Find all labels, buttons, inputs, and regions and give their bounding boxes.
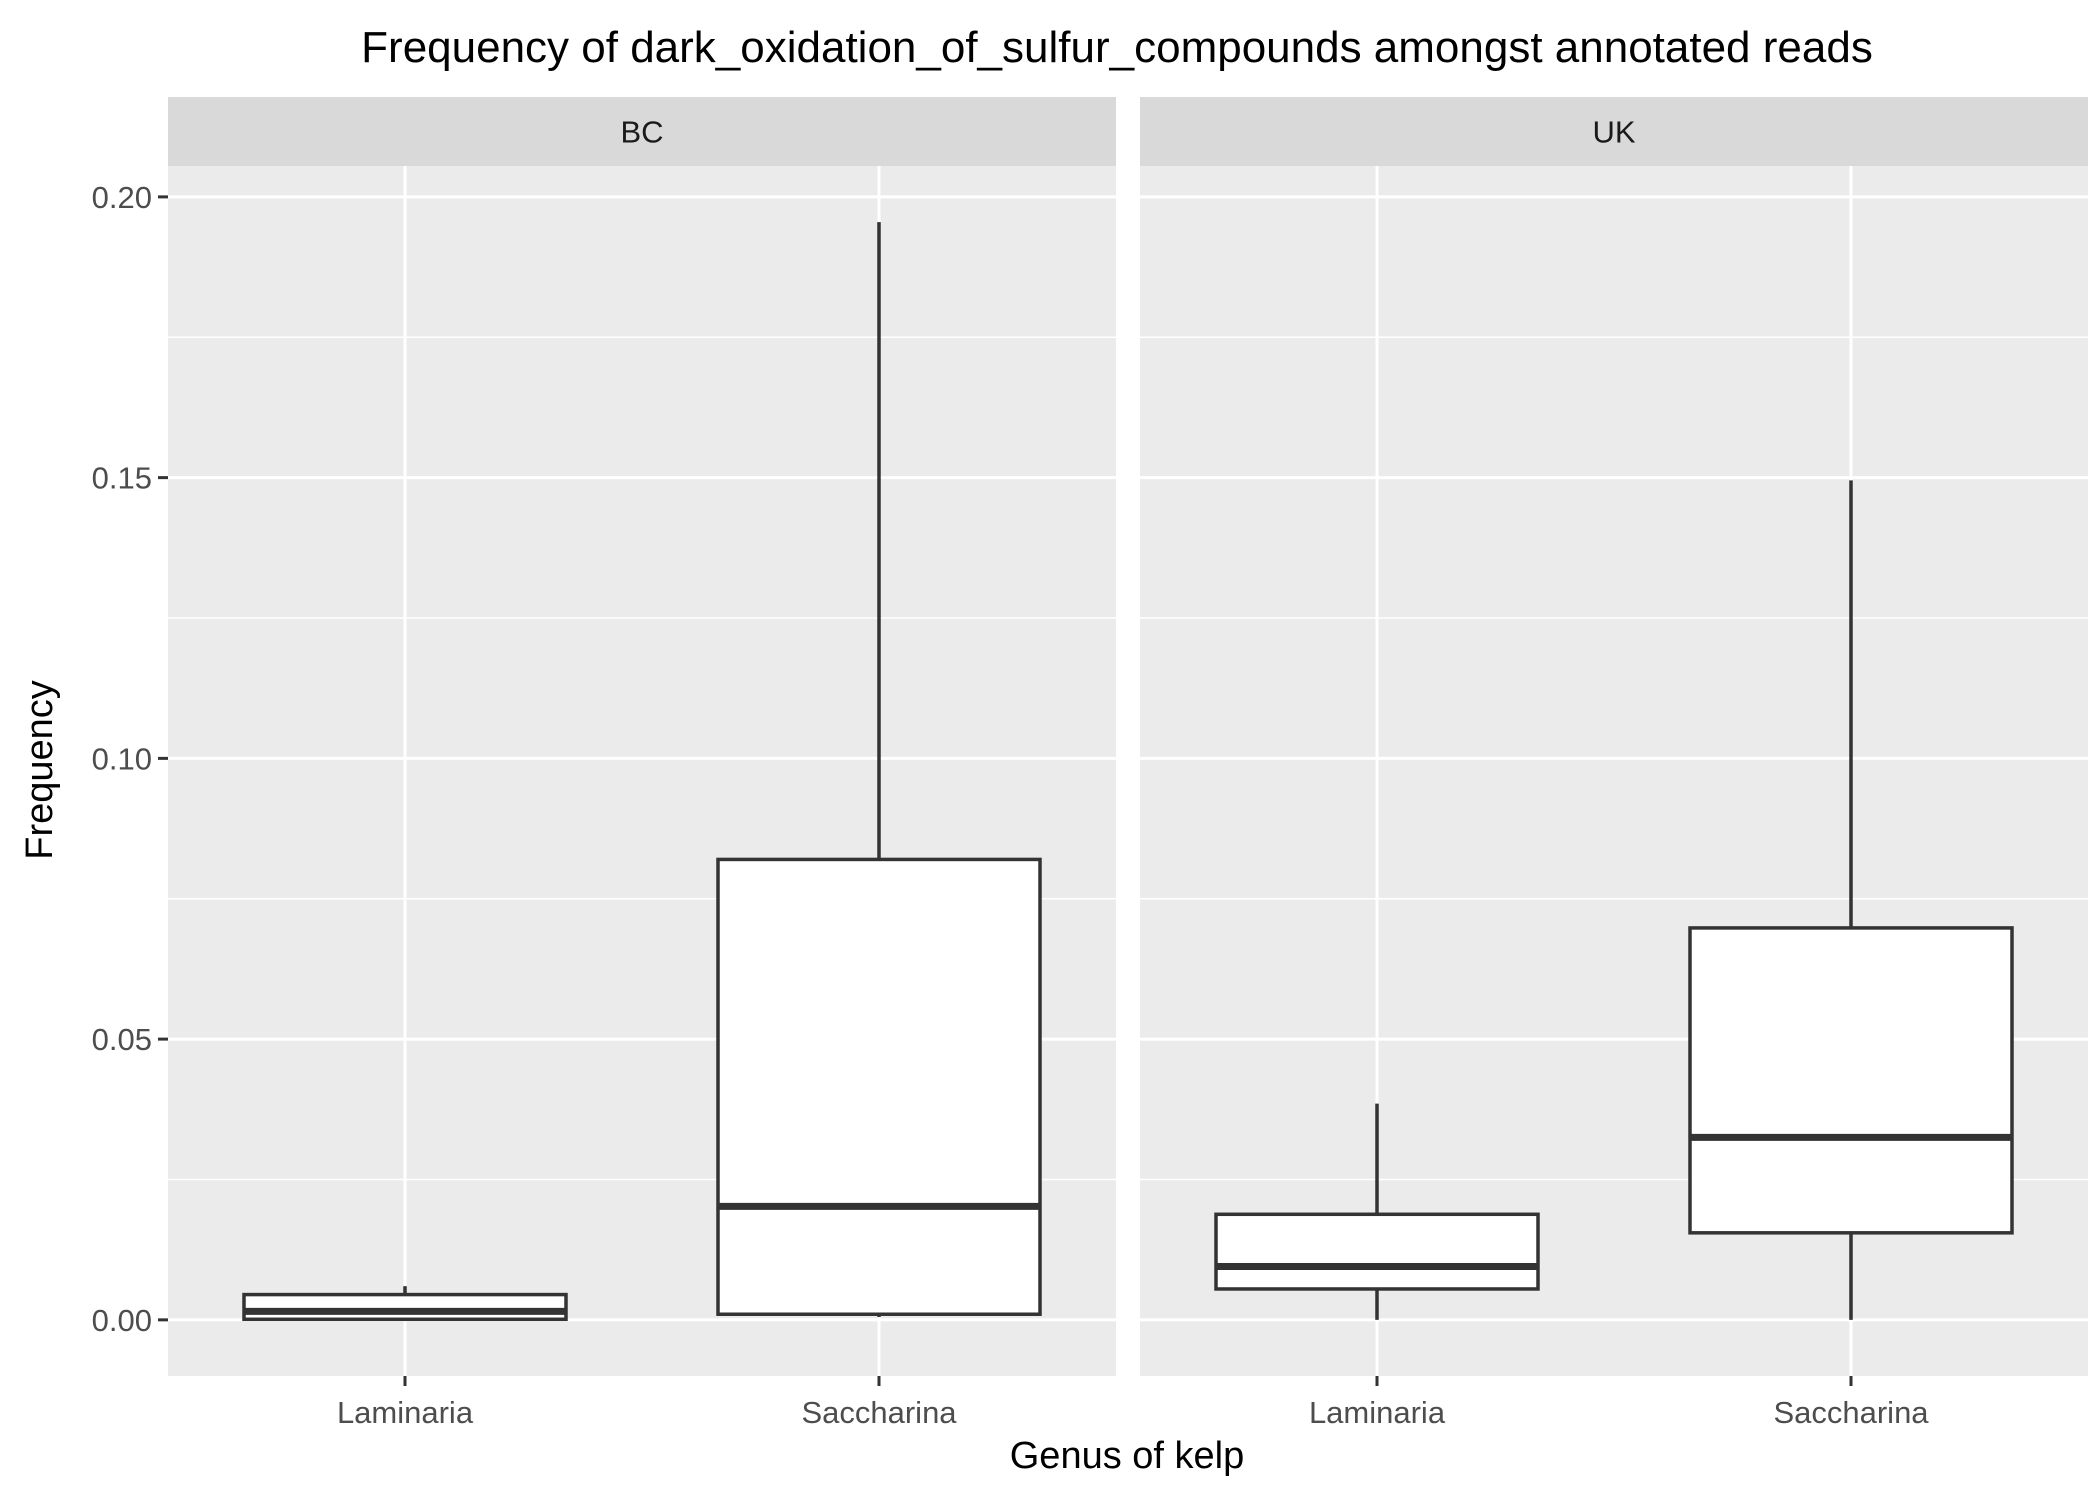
facet-panel-bc: BC Laminaria Saccharina — [168, 97, 1116, 1430]
box-body — [1688, 926, 2014, 1235]
box-uk-saccharina — [1688, 480, 2014, 1320]
facet-strip-label: UK — [1592, 115, 1635, 150]
facet-strip — [168, 97, 1116, 166]
y-tick-label: 0.15 — [92, 461, 152, 496]
box-body — [716, 857, 1042, 1316]
box-uk-laminaria — [1214, 1103, 1540, 1320]
facet-panel-uk: UK Laminaria Saccharina — [1140, 97, 2088, 1430]
y-axis: 0.00 0.05 0.10 0.15 0.20 — [92, 180, 168, 1338]
y-tick-label: 0.05 — [92, 1022, 152, 1057]
y-tick-label: 0.10 — [92, 741, 152, 776]
y-tick-label: 0.20 — [92, 180, 152, 215]
x-tick-label: Saccharina — [1773, 1395, 1929, 1430]
facet-strip-label: BC — [620, 115, 663, 150]
chart-title: Frequency of dark_oxidation_of_sulfur_co… — [361, 23, 1873, 72]
facet-strip — [1140, 97, 2088, 166]
y-axis-title: Frequency — [19, 680, 61, 860]
y-tick-label: 0.00 — [92, 1303, 152, 1338]
facet-panels: BC Laminaria Saccharina UK Laminaria Sacchari… — [168, 97, 2088, 1430]
x-axis-title: Genus of kelp — [1010, 1435, 1244, 1477]
box-bc-laminaria — [242, 1286, 568, 1322]
x-tick-label: Laminaria — [337, 1395, 474, 1430]
x-tick-label: Laminaria — [1309, 1395, 1446, 1430]
box-body — [1214, 1212, 1540, 1291]
x-tick-label: Saccharina — [801, 1395, 957, 1430]
box-bc-saccharina — [716, 222, 1042, 1318]
box-body — [242, 1292, 568, 1322]
